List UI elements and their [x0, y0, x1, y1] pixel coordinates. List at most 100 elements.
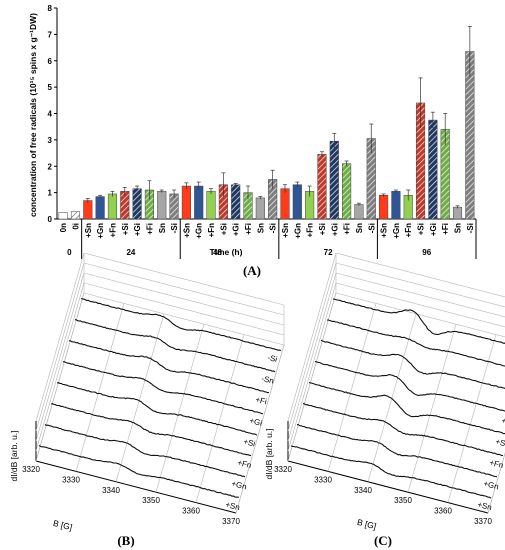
y-tick-label: 8: [48, 4, 53, 13]
floor-gridline: [287, 292, 337, 462]
floor-gridline: [195, 334, 245, 503]
x-tick-label: 3370: [474, 517, 492, 526]
bar: [255, 197, 265, 220]
bar: [329, 140, 339, 220]
bar: [317, 154, 327, 220]
bar-category-label: +Fi: [441, 223, 450, 235]
wall-gridline: [335, 272, 505, 318]
floor-gridline: [407, 324, 457, 493]
bar-category-label: +Gi: [330, 223, 339, 236]
wall-gridline: [83, 262, 285, 316]
bar-category-label: +Gn: [195, 223, 204, 239]
bar: [465, 51, 475, 220]
bar-chart-x-axis-label: Time (h): [210, 247, 243, 257]
x-tick-label: 3330: [314, 475, 332, 484]
y-tick-label: 1: [48, 189, 53, 198]
spectrum-line: [320, 339, 505, 389]
floor-gridline: [487, 452, 505, 514]
floor-edge: [335, 292, 505, 338]
spectrum-line: [38, 445, 240, 498]
panel-b-label: (B): [117, 533, 134, 548]
bar-category-label: +Sn: [84, 223, 93, 238]
x-tick-label: 3370: [222, 517, 240, 526]
bar-category-label: -Si: [466, 223, 475, 233]
bar: [70, 211, 81, 220]
spectrum-line: [332, 298, 505, 345]
bar-chart-y-axis-label: concentration of free radicals (10¹⁵ spi…: [28, 13, 38, 217]
series-label: +Si: [243, 437, 257, 449]
bar: [280, 188, 290, 220]
panel-c-x-axis-label: B [G]: [356, 517, 377, 531]
wall-gridline: [83, 252, 285, 306]
bar-category-label: -Si: [269, 223, 278, 233]
bar-category-label: Sn: [454, 223, 463, 233]
bar-category-label: +Fi: [343, 223, 352, 235]
x-tick-label: 3350: [142, 496, 160, 505]
bar: [157, 191, 167, 220]
bar-category-label: +Si: [219, 223, 228, 235]
floor-gridline: [75, 303, 125, 472]
y-tick-label: 3: [48, 136, 53, 145]
time-group-label: 72: [324, 248, 333, 257]
bar: [391, 191, 401, 220]
bar-category-label: +Si: [121, 223, 130, 235]
x-tick-label: 3320: [274, 465, 292, 474]
spectrum-line: [326, 319, 505, 367]
floor-gridline: [447, 334, 497, 503]
time-group-label: 24: [126, 248, 135, 257]
floor-gridline: [115, 313, 165, 482]
bar: [83, 200, 93, 220]
y-tick-label: 4: [48, 110, 53, 119]
bar-category-label: +Fi: [145, 223, 154, 235]
bar: [428, 119, 438, 220]
wall-gridline: [35, 272, 85, 442]
bar: [95, 196, 105, 220]
series-label: +Gi: [249, 416, 264, 428]
floor-gridline: [35, 292, 85, 462]
bar-category-label: +Fn: [404, 223, 413, 238]
panel-b-x-axis-label: B [G]: [52, 518, 73, 532]
bar: [194, 185, 204, 220]
x-axis-line: [35, 460, 237, 514]
panel-b-y-axis-label: dI/dB [arb. u.]: [9, 430, 19, 481]
spectrum-line: [80, 297, 282, 352]
y-tick-label: 5: [48, 83, 53, 92]
series-label: -Si: [267, 353, 279, 364]
bar: [107, 193, 118, 220]
wall-gridline: [335, 262, 505, 308]
bar-category-label: 0n: [59, 223, 68, 232]
bar-category-label: +Gn: [392, 223, 401, 239]
bar: [132, 188, 142, 220]
bar-category-label: +Gn: [96, 223, 105, 239]
series-label: +Sn: [225, 500, 241, 512]
bar-category-label: +Gn: [293, 223, 302, 239]
bar-chart-panel-a: concentration of free radicals (10¹⁵ spi…: [28, 4, 477, 278]
bar-category-label: -Si: [367, 223, 376, 233]
bar-category-label: +Sn: [380, 223, 389, 238]
series-label: +Fi: [255, 395, 268, 407]
series-label: +Fn: [489, 458, 505, 470]
spectrum-line: [50, 403, 252, 457]
spectrum-line: [56, 382, 258, 436]
bar: [120, 191, 130, 220]
bar-category-label: +Fn: [207, 223, 216, 238]
x-tick-label: 3360: [434, 507, 452, 516]
wall-gridline: [83, 282, 285, 336]
series-label: +Gi: [501, 416, 505, 428]
bar-category-label: +Sn: [281, 223, 290, 238]
x-tick-label: 3360: [182, 507, 200, 516]
spectrum-line: [297, 424, 498, 478]
bar-category-label: Sn: [256, 223, 265, 233]
wall-gridline: [287, 252, 337, 422]
bar-category-label: +Si: [417, 223, 426, 235]
bar: [206, 191, 216, 220]
x-axis-line: [287, 460, 489, 514]
bar-category-label: -Si: [170, 223, 179, 233]
wall-gridline: [335, 252, 505, 298]
wall-gridline: [35, 252, 85, 422]
wall-gridline: [35, 262, 85, 432]
bar-category-label: +Sn: [182, 223, 191, 238]
bar: [452, 206, 463, 220]
